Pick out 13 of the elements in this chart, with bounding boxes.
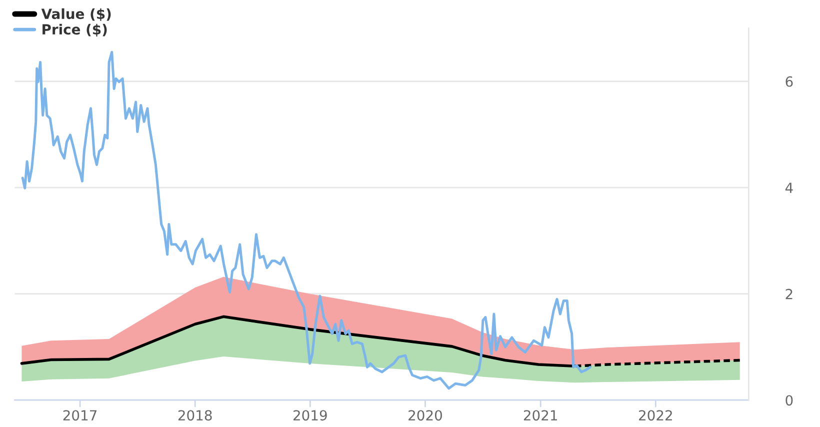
legend-label: Price ($): [42, 24, 107, 36]
x-tick-label: 2018: [178, 410, 212, 421]
x-tick-label: 2019: [293, 410, 327, 421]
x-tick-label: 2022: [639, 410, 672, 421]
x-tick-label: 2020: [408, 410, 442, 421]
y-tick-label: 0: [786, 395, 793, 406]
legend-label: Value ($): [41, 8, 111, 21]
x-tick-label: 2021: [524, 410, 557, 421]
line-series: [21, 50, 592, 390]
y-tick-label: 6: [786, 76, 793, 87]
y-tick-label: 4: [785, 182, 793, 193]
x-tick-label: 2017: [63, 410, 96, 421]
y-tick-label: 2: [786, 288, 792, 300]
